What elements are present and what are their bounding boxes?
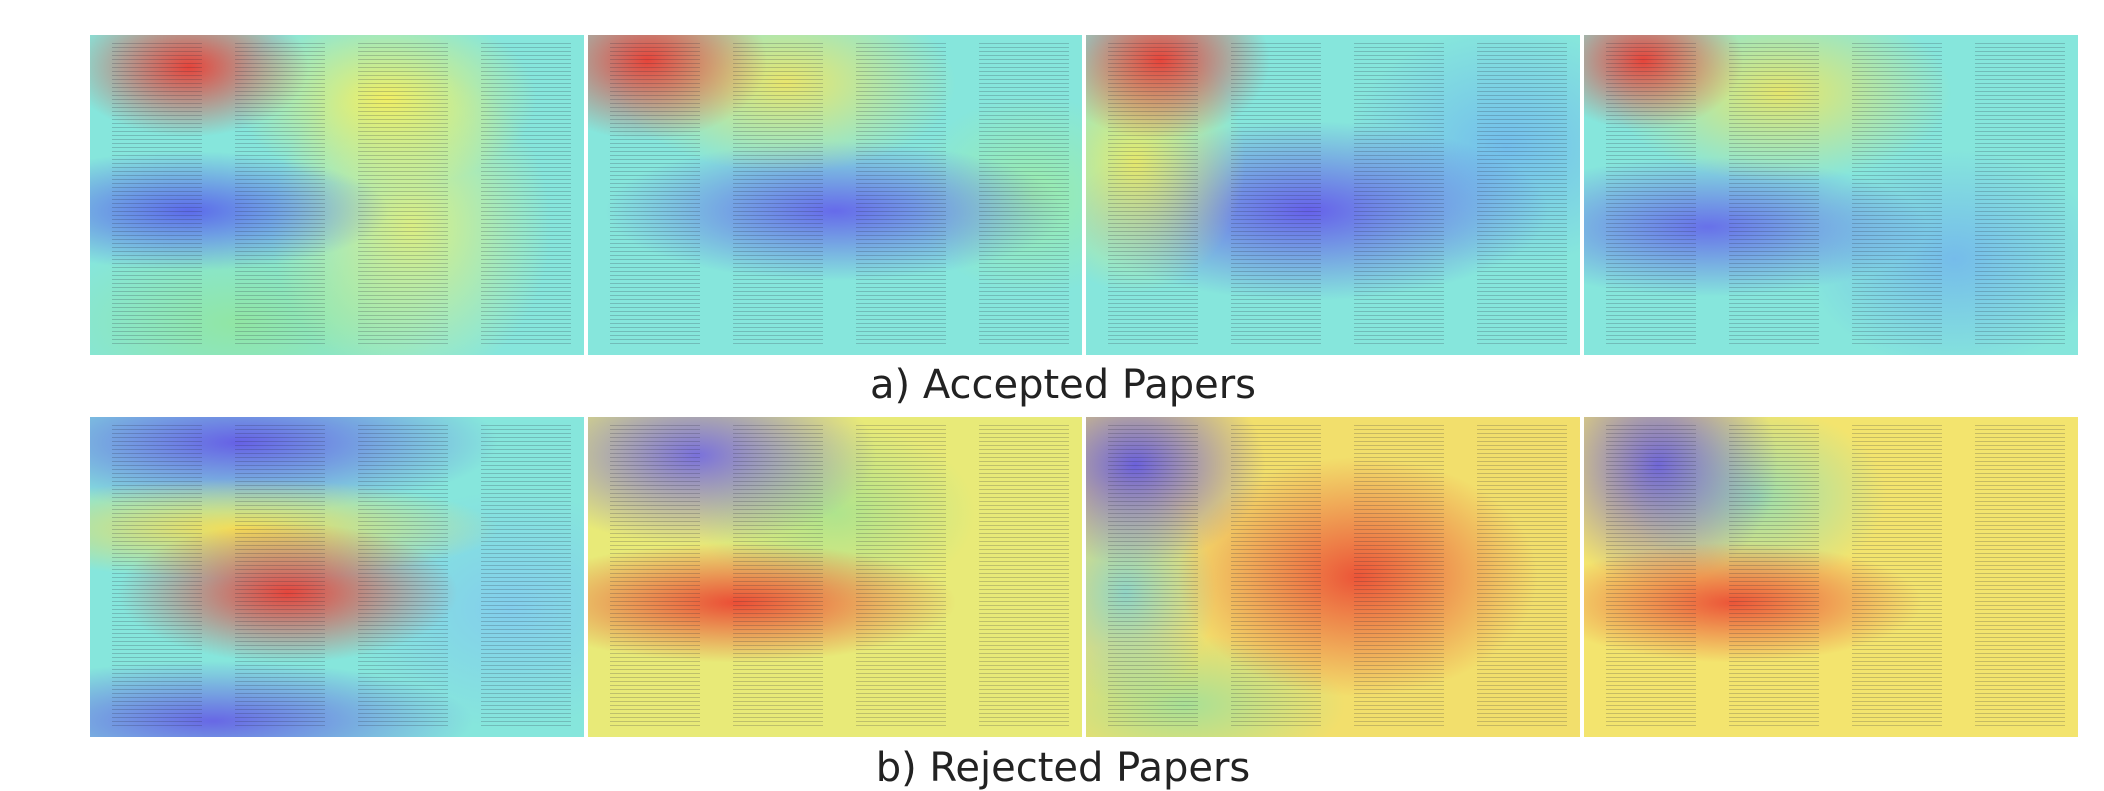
page-text bbox=[1729, 43, 1819, 345]
page-text bbox=[481, 43, 571, 345]
page-text bbox=[1477, 425, 1567, 727]
heatmap-panel bbox=[588, 417, 1082, 737]
page-text bbox=[358, 425, 448, 727]
page-text bbox=[1231, 43, 1321, 345]
rejected-row bbox=[90, 417, 2078, 737]
page-text bbox=[1354, 425, 1444, 727]
page-text bbox=[358, 43, 448, 345]
page-text bbox=[1231, 425, 1321, 727]
caption: b) Rejected Papers bbox=[0, 745, 2104, 791]
page-text bbox=[1354, 43, 1444, 345]
page-text bbox=[979, 43, 1069, 345]
heatmap-panel bbox=[1584, 35, 2078, 355]
page-text bbox=[856, 425, 946, 727]
page-text bbox=[1108, 425, 1198, 727]
page-text bbox=[1975, 43, 2065, 345]
figure: a) Accepted Papers b) Rejected Papers ((… bbox=[0, 0, 2104, 783]
heatmap-panel bbox=[1086, 417, 1580, 737]
caption: a) Accepted Papers bbox=[0, 362, 2104, 408]
page-text bbox=[1606, 43, 1696, 345]
page-text bbox=[1108, 43, 1198, 345]
heatmap-panel bbox=[90, 35, 584, 355]
page-text bbox=[1852, 425, 1942, 727]
page-text bbox=[1606, 425, 1696, 727]
page-text bbox=[1729, 425, 1819, 727]
page-text bbox=[235, 425, 325, 727]
page-text bbox=[235, 43, 325, 345]
page-text bbox=[1975, 425, 2065, 727]
page-text bbox=[610, 425, 700, 727]
page-text bbox=[733, 425, 823, 727]
page-text bbox=[856, 43, 946, 345]
heatmap-panel bbox=[588, 35, 1082, 355]
heatmap-panel bbox=[90, 417, 584, 737]
accepted-row bbox=[90, 35, 2078, 355]
page-text bbox=[1852, 43, 1942, 345]
page-text bbox=[1477, 43, 1567, 345]
page-text bbox=[610, 43, 700, 345]
page-text bbox=[481, 425, 571, 727]
heatmap-panel bbox=[1584, 417, 2078, 737]
page-text bbox=[112, 43, 202, 345]
page-text bbox=[112, 425, 202, 727]
page-text bbox=[733, 43, 823, 345]
page-text bbox=[979, 425, 1069, 727]
heatmap-panel bbox=[1086, 35, 1580, 355]
